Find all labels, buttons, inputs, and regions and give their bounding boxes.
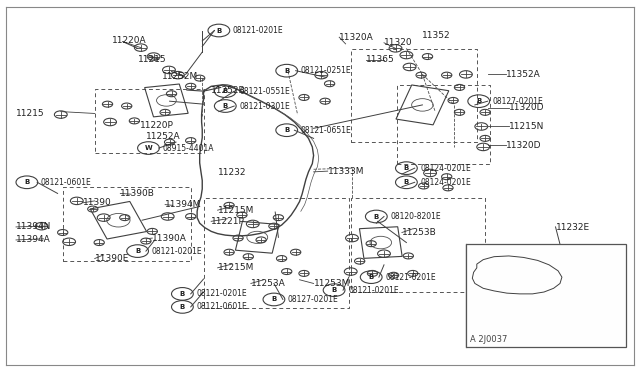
- Text: 08120-8201E: 08120-8201E: [390, 212, 441, 221]
- Text: A 2J0037: A 2J0037: [470, 335, 508, 344]
- Text: 11253M: 11253M: [314, 279, 350, 288]
- Text: 11390E: 11390E: [95, 254, 129, 263]
- Text: B: B: [180, 304, 185, 310]
- Text: 11252A: 11252A: [146, 132, 180, 141]
- Text: 08121-0201E: 08121-0201E: [152, 247, 202, 256]
- Text: 08915-4401A: 08915-4401A: [163, 144, 214, 153]
- Text: 11215M: 11215M: [218, 263, 254, 272]
- Text: B: B: [404, 165, 409, 171]
- Text: 11352A: 11352A: [506, 70, 540, 79]
- Text: 11220P: 11220P: [140, 121, 173, 130]
- Text: 08121-0201E: 08121-0201E: [196, 289, 247, 298]
- Text: B: B: [223, 88, 228, 94]
- Text: 11221P: 11221P: [211, 217, 245, 226]
- Text: B: B: [223, 103, 228, 109]
- Text: 11394N: 11394N: [16, 222, 51, 231]
- Text: 08121-0301E: 08121-0301E: [239, 102, 290, 110]
- Text: 11215M: 11215M: [218, 206, 254, 215]
- Text: 11390: 11390: [83, 198, 112, 207]
- Text: 11394A: 11394A: [16, 235, 51, 244]
- Text: 11232: 11232: [218, 169, 246, 177]
- Text: 08121-0201E: 08121-0201E: [233, 26, 284, 35]
- Text: B: B: [180, 291, 185, 297]
- Text: 08124-0201E: 08124-0201E: [420, 178, 471, 187]
- Text: B: B: [284, 68, 289, 74]
- Text: 11333M: 11333M: [328, 167, 364, 176]
- Text: 11220A: 11220A: [112, 36, 147, 45]
- Text: 11320D: 11320D: [506, 141, 541, 150]
- Text: B: B: [271, 296, 276, 302]
- Text: 11390B: 11390B: [120, 189, 155, 198]
- Text: 11252B: 11252B: [211, 86, 246, 94]
- Text: 08124-0201E: 08124-0201E: [420, 164, 471, 173]
- Text: B: B: [374, 214, 379, 219]
- Text: W: W: [145, 145, 152, 151]
- Text: 11320A: 11320A: [339, 33, 374, 42]
- Text: 11253B: 11253B: [402, 228, 436, 237]
- Text: 11253A: 11253A: [251, 279, 285, 288]
- Text: 11320D: 11320D: [509, 103, 544, 112]
- Text: 11232E: 11232E: [556, 223, 589, 232]
- Text: 08127-0201E: 08127-0201E: [288, 295, 339, 304]
- Text: 11352: 11352: [422, 31, 451, 40]
- Text: 11252M: 11252M: [162, 72, 198, 81]
- Bar: [466, 244, 626, 347]
- Text: 08121-0601E: 08121-0601E: [41, 178, 92, 187]
- Text: 11320: 11320: [384, 38, 413, 47]
- Text: 08121-0201E: 08121-0201E: [385, 273, 436, 282]
- Text: B: B: [284, 127, 289, 133]
- Text: 08121-0551E: 08121-0551E: [239, 87, 290, 96]
- Text: 11390A: 11390A: [152, 234, 187, 243]
- Text: 11215N: 11215N: [509, 122, 544, 131]
- Text: B: B: [476, 98, 481, 104]
- Text: B: B: [369, 274, 374, 280]
- Text: B: B: [404, 179, 409, 185]
- Text: 11394M: 11394M: [165, 200, 202, 209]
- Text: B: B: [216, 28, 221, 33]
- Text: 11215: 11215: [16, 109, 45, 118]
- Text: B: B: [332, 287, 337, 293]
- Text: 08121-0601E: 08121-0601E: [196, 302, 247, 311]
- Text: 08121-0251E: 08121-0251E: [301, 66, 351, 75]
- Text: B: B: [24, 179, 29, 185]
- Text: B: B: [135, 248, 140, 254]
- Text: 11215: 11215: [138, 55, 166, 64]
- Text: 08121-0651E: 08121-0651E: [301, 126, 351, 135]
- Text: 08121-0201E: 08121-0201E: [348, 286, 399, 295]
- Text: 11365: 11365: [366, 55, 395, 64]
- Text: 08127-0201E: 08127-0201E: [493, 97, 543, 106]
